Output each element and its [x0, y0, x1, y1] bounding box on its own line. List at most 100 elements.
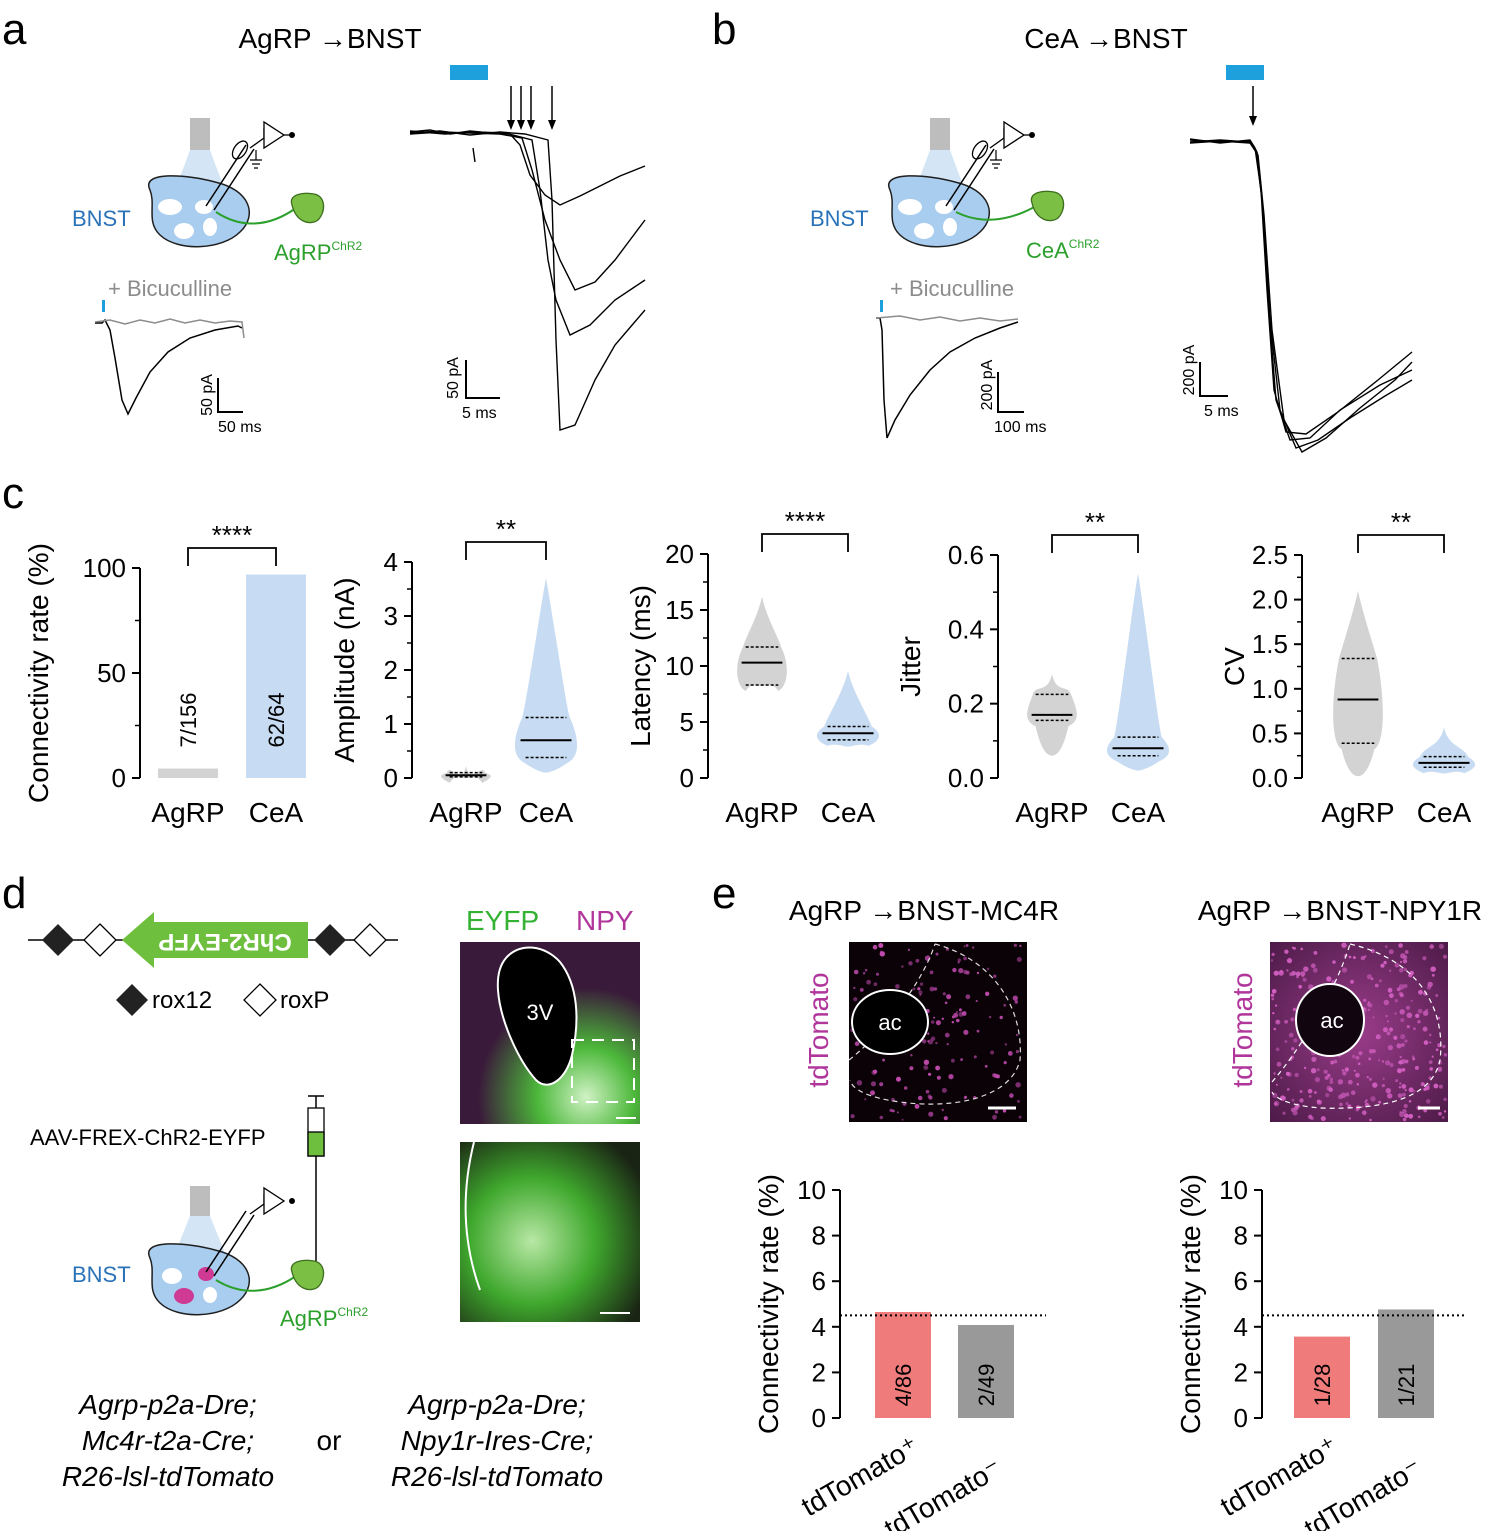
cell-speck: [1389, 1062, 1394, 1068]
virus-label: AAV-FREX-ChR2-EYFP: [30, 1125, 266, 1150]
cell-speck: [1314, 1091, 1317, 1094]
cell-speck: [1015, 1033, 1019, 1037]
rox12-site-icon: [314, 924, 346, 956]
cell-speck: [1406, 1012, 1413, 1019]
cell-speck: [1385, 1014, 1388, 1018]
cell-speck: [866, 979, 871, 985]
cell-speck: [1431, 973, 1435, 977]
cell-speck: [1423, 1108, 1427, 1113]
cell-speck: [929, 970, 934, 975]
svg-text:AgRPChR2: AgRPChR2: [280, 1305, 368, 1331]
cell-speck: [965, 994, 971, 1000]
y-axis-label: Jitter: [895, 636, 926, 697]
cell-speck: [1402, 959, 1408, 964]
cell-speck: [909, 1066, 914, 1071]
cell-speck: [1356, 1082, 1360, 1086]
cell-speck: [918, 990, 923, 995]
cell-speck: [993, 974, 997, 978]
cell-speck: [1411, 1055, 1415, 1058]
cell-speck: [1276, 1061, 1282, 1067]
violin: [816, 670, 880, 747]
cell-speck: [1406, 1114, 1409, 1117]
cell-speck: [935, 1041, 938, 1045]
cell-speck: [1273, 1072, 1276, 1075]
right-traces: [1189, 138, 1413, 453]
cell-speck: [927, 1039, 934, 1045]
y-axis-label: Connectivity rate (%): [1175, 1174, 1206, 1434]
cell-speck: [1396, 987, 1401, 992]
cell-speck: [953, 1012, 959, 1018]
cell-speck: [927, 1032, 930, 1035]
cell-speck: [1430, 966, 1436, 972]
y-tick-label: 2.5: [1252, 540, 1288, 570]
cell-speck: [1374, 983, 1379, 988]
cell-speck: [1271, 997, 1275, 1001]
cell-speck: [1412, 1057, 1416, 1061]
cell-speck: [1398, 943, 1403, 948]
cell-speck: [1308, 1114, 1313, 1120]
y-tick-label: 50: [97, 658, 126, 688]
cell-speck: [1286, 969, 1289, 972]
bar-count-label: 4/86: [891, 1364, 916, 1407]
cell-speck: [1331, 980, 1335, 984]
bar-count-label: 7/156: [176, 692, 201, 747]
cell-speck: [917, 1095, 923, 1101]
bar: [1378, 1309, 1434, 1418]
structure-label: ac: [878, 1010, 901, 1035]
violin: [737, 596, 787, 692]
cell-speck: [1443, 954, 1447, 959]
scale-y-label: 50 pA: [445, 357, 462, 399]
y-axis-label: CV: [1219, 647, 1250, 686]
y-tick-label: 6: [1234, 1266, 1248, 1296]
y-tick-label: 2.0: [1252, 585, 1288, 615]
ventricle-outline: [496, 946, 578, 1086]
cell-speck: [923, 1065, 929, 1070]
cell-speck: [1378, 1100, 1382, 1104]
cell-speck: [1299, 1090, 1303, 1093]
cell-speck: [1387, 1093, 1393, 1099]
cell-speck: [1329, 1080, 1334, 1084]
cell-speck: [994, 1110, 999, 1114]
cell-speck: [1383, 999, 1390, 1006]
cell-speck: [1290, 1017, 1295, 1022]
cell-speck: [1361, 1105, 1364, 1108]
cell-speck: [901, 1118, 904, 1121]
cell-speck: [1360, 955, 1366, 961]
cell-speck: [1271, 989, 1277, 994]
cell-speck: [1003, 1003, 1007, 1007]
cell-speck: [1355, 1055, 1360, 1060]
cell-speck: [963, 969, 968, 975]
chr2-eyfp-gene-arrow: [122, 912, 308, 968]
cell-speck: [1427, 1083, 1430, 1087]
cell-speck: [903, 1086, 908, 1090]
cell-speck: [1403, 967, 1407, 972]
cell-speck: [1280, 1076, 1283, 1080]
cell-speck: [1388, 949, 1394, 955]
significance-label: ****: [212, 520, 252, 550]
cell-speck: [864, 968, 868, 972]
cell-speck: [1015, 1050, 1020, 1054]
cell-speck: [1273, 1100, 1280, 1107]
cell-speck: [988, 1015, 992, 1019]
y-tick-label: 20: [665, 539, 694, 569]
cell-speck: [1345, 1092, 1350, 1097]
chart-c-5: 0.0 0.5 1.0 1.5 2.0 2.5 CV AgRP CeA **: [1219, 507, 1476, 828]
cell-speck: [1276, 1020, 1279, 1023]
light-source-icon: [930, 118, 950, 150]
significance-bracket: [1357, 534, 1445, 553]
cell-speck: [1408, 1087, 1414, 1093]
scale-y-label: 200 pA: [979, 359, 996, 410]
cell-speck: [1394, 962, 1400, 968]
cell-speck: [1442, 1044, 1446, 1049]
cell-speck: [1282, 1111, 1286, 1115]
cell-speck: [864, 1098, 867, 1101]
cell-speck: [1002, 1109, 1007, 1113]
x-category-label: CeA: [1417, 797, 1472, 828]
cell-speck: [1393, 1035, 1398, 1040]
y-tick-label: 4: [384, 547, 398, 577]
cell-speck: [1291, 1098, 1295, 1102]
right-traces: [409, 129, 646, 431]
cell-speck: [1311, 1056, 1317, 1062]
